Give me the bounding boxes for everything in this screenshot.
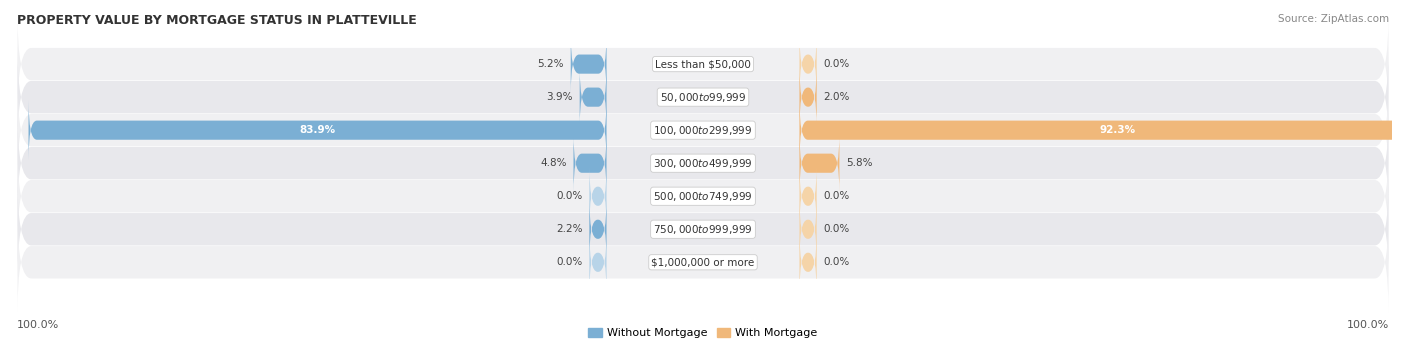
FancyBboxPatch shape	[800, 199, 817, 259]
Text: 2.0%: 2.0%	[824, 92, 851, 102]
Text: Less than $50,000: Less than $50,000	[655, 59, 751, 69]
FancyBboxPatch shape	[17, 180, 1389, 279]
Text: 0.0%: 0.0%	[824, 59, 849, 69]
Text: 0.0%: 0.0%	[824, 257, 849, 267]
Text: $1,000,000 or more: $1,000,000 or more	[651, 257, 755, 267]
FancyBboxPatch shape	[17, 113, 1389, 213]
Text: 0.0%: 0.0%	[557, 191, 582, 201]
FancyBboxPatch shape	[800, 232, 817, 292]
Text: 92.3%: 92.3%	[1099, 125, 1136, 135]
Text: 0.0%: 0.0%	[824, 191, 849, 201]
Text: $750,000 to $999,999: $750,000 to $999,999	[654, 223, 752, 236]
Text: 100.0%: 100.0%	[17, 320, 59, 330]
FancyBboxPatch shape	[800, 67, 817, 127]
Text: 4.8%: 4.8%	[540, 158, 567, 168]
FancyBboxPatch shape	[28, 100, 606, 160]
FancyBboxPatch shape	[589, 199, 606, 259]
FancyBboxPatch shape	[800, 34, 817, 94]
Text: 5.8%: 5.8%	[846, 158, 873, 168]
FancyBboxPatch shape	[17, 146, 1389, 246]
Text: 5.2%: 5.2%	[537, 59, 564, 69]
Text: PROPERTY VALUE BY MORTGAGE STATUS IN PLATTEVILLE: PROPERTY VALUE BY MORTGAGE STATUS IN PLA…	[17, 14, 416, 27]
Legend: Without Mortgage, With Mortgage: Without Mortgage, With Mortgage	[583, 323, 823, 340]
FancyBboxPatch shape	[17, 212, 1389, 312]
FancyBboxPatch shape	[589, 232, 606, 292]
FancyBboxPatch shape	[800, 166, 817, 226]
Text: $500,000 to $749,999: $500,000 to $749,999	[654, 190, 752, 203]
FancyBboxPatch shape	[800, 100, 1406, 160]
Text: 83.9%: 83.9%	[299, 125, 336, 135]
FancyBboxPatch shape	[17, 14, 1389, 114]
FancyBboxPatch shape	[571, 34, 606, 94]
Text: 3.9%: 3.9%	[547, 92, 572, 102]
FancyBboxPatch shape	[800, 133, 839, 193]
Text: 2.2%: 2.2%	[555, 224, 582, 234]
Text: $50,000 to $99,999: $50,000 to $99,999	[659, 91, 747, 104]
FancyBboxPatch shape	[574, 133, 606, 193]
Text: $100,000 to $299,999: $100,000 to $299,999	[654, 124, 752, 137]
Text: Source: ZipAtlas.com: Source: ZipAtlas.com	[1278, 14, 1389, 23]
FancyBboxPatch shape	[589, 166, 606, 226]
Text: $300,000 to $499,999: $300,000 to $499,999	[654, 157, 752, 170]
FancyBboxPatch shape	[17, 47, 1389, 147]
Text: 0.0%: 0.0%	[557, 257, 582, 267]
FancyBboxPatch shape	[17, 80, 1389, 180]
FancyBboxPatch shape	[579, 67, 606, 127]
Text: 100.0%: 100.0%	[1347, 320, 1389, 330]
Text: 0.0%: 0.0%	[824, 224, 849, 234]
